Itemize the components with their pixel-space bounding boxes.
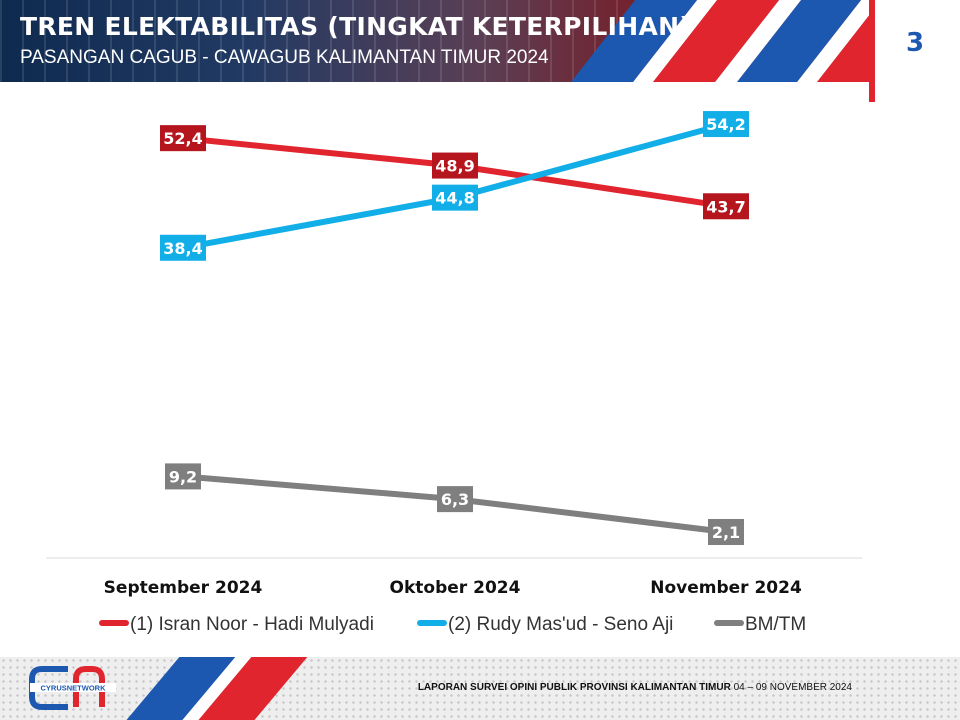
data-label-box <box>437 486 473 513</box>
data-label: 38,4 <box>163 239 202 258</box>
page-title: TREN ELEKTABILITAS (TINGKAT KETERPILIHAN… <box>20 12 692 41</box>
data-label-box <box>160 125 206 152</box>
data-label-box <box>703 111 749 138</box>
data-label: 54,2 <box>706 115 745 134</box>
data-labels: 52,4 48,9 43,7 38,4 44,8 54,2 9,2 6,3 2,1 <box>160 111 749 545</box>
page-subtitle: PASANGAN CAGUB - CAWAGUB KALIMANTAN TIMU… <box>20 47 549 68</box>
data-label: 52,4 <box>163 129 202 148</box>
data-label: 2,1 <box>712 523 740 542</box>
x-tick-label: September 2024 <box>104 578 263 598</box>
chart-legend: (1) Isran Noor - Hadi Mulyadi (2) Rudy Ma… <box>99 614 806 635</box>
data-label: 9,2 <box>169 467 197 486</box>
x-tick-label: November 2024 <box>650 578 802 598</box>
report-date: 04 – 09 NOVEMBER 2024 <box>730 682 852 693</box>
footer-bar: CYRUSNETWORK LAPORAN SURVEI OPINI PUBLIK… <box>0 657 960 720</box>
legend-label: (1) Isran Noor - Hadi Mulyadi <box>130 614 374 635</box>
data-label: 6,3 <box>441 490 469 509</box>
report-title: LAPORAN SURVEI OPINI PUBLIK PROVINSI KAL… <box>417 682 731 693</box>
legend-label: BM/TM <box>745 614 806 635</box>
legend-label: (2) Rudy Mas'ud - Seno Aji <box>448 614 673 635</box>
header-banner: TREN ELEKTABILITAS (TINGKAT KETERPILIHAN… <box>0 0 870 82</box>
x-tick-label: Oktober 2024 <box>390 578 521 598</box>
footer-report-text: LAPORAN SURVEI OPINI PUBLIK PROVINSI KAL… <box>418 682 852 693</box>
data-label-box <box>703 193 749 220</box>
data-label: 43,7 <box>706 197 745 216</box>
data-label: 48,9 <box>435 157 474 176</box>
data-label-box <box>432 184 478 211</box>
data-label-box <box>708 519 744 545</box>
logo-text: CYRUSNETWORK <box>41 684 107 693</box>
data-label-box <box>160 234 206 261</box>
header-red-divider <box>869 0 875 102</box>
cyrus-network-logo: CYRUSNETWORK <box>29 666 116 710</box>
data-label: 44,8 <box>435 189 474 208</box>
page-number: 3 <box>906 28 925 58</box>
data-label-box <box>432 152 478 179</box>
x-axis-labels: September 2024 Oktober 2024 November 2024 <box>104 578 802 598</box>
data-label-box <box>165 463 201 490</box>
